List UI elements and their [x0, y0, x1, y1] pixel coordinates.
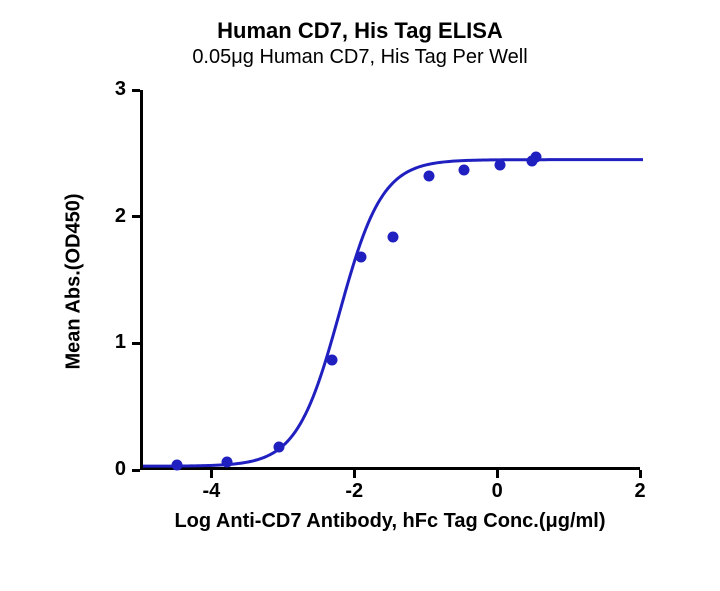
data-point	[459, 164, 470, 175]
data-point	[172, 459, 183, 470]
y-tick-mark	[132, 342, 140, 345]
y-tick-label: 0	[92, 458, 126, 481]
data-point	[273, 442, 284, 453]
x-tick-label: 0	[467, 480, 527, 503]
y-tick-label: 2	[92, 205, 126, 228]
y-tick-mark	[132, 89, 140, 92]
chart-title: Human CD7, His Tag ELISA	[0, 18, 720, 44]
x-tick-mark	[353, 470, 356, 478]
data-point	[388, 231, 399, 242]
data-point	[530, 152, 541, 163]
y-tick-mark	[132, 469, 140, 472]
data-point	[327, 354, 338, 365]
y-tick-label: 1	[92, 331, 126, 354]
data-point	[222, 457, 233, 468]
x-tick-mark	[496, 470, 499, 478]
x-tick-mark	[210, 470, 213, 478]
data-point	[355, 252, 366, 263]
x-tick-label: -4	[181, 480, 241, 503]
y-tick-mark	[132, 215, 140, 218]
x-tick-label: -2	[324, 480, 384, 503]
x-tick-mark	[639, 470, 642, 478]
fitted-curve	[143, 90, 643, 470]
x-tick-label: 2	[610, 480, 670, 503]
y-tick-label: 3	[92, 78, 126, 101]
y-axis-label: Mean Abs.(OD450)	[63, 92, 86, 472]
plot-area	[140, 90, 640, 470]
curve-path	[143, 160, 643, 467]
x-axis-label: Log Anti-CD7 Antibody, hFc Tag Conc.(μg/…	[140, 510, 640, 533]
elisa-chart: Human CD7, His Tag ELISA 0.05μg Human CD…	[0, 0, 720, 591]
data-point	[495, 159, 506, 170]
data-point	[423, 171, 434, 182]
chart-subtitle: 0.05μg Human CD7, His Tag Per Well	[0, 46, 720, 69]
